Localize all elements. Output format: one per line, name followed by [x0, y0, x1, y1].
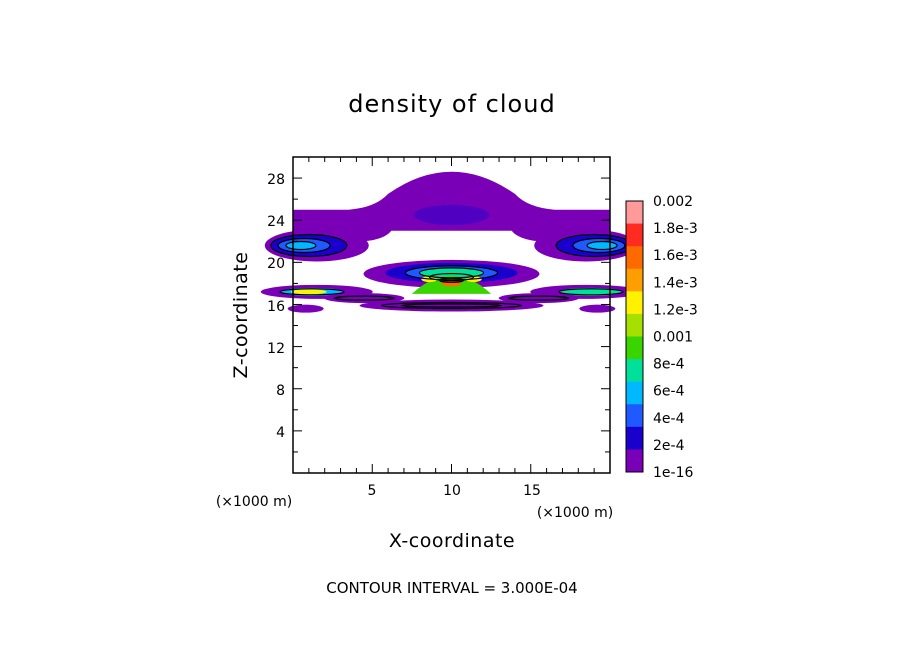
- chart-title: density of cloud: [348, 90, 555, 118]
- cloud-fill-left-layer-3: [290, 289, 327, 295]
- colorbar-labels: 0.002 1.8e-3 1.6e-3 1.4e-3 1.2e-3 0.001 8e-4 6e…: [653, 194, 698, 481]
- contour-line: [270, 233, 348, 258]
- y-tick-label: 20: [267, 256, 285, 272]
- contour-line: [428, 272, 475, 282]
- colorbar-label: 0.001: [653, 330, 693, 346]
- contour-line: [438, 277, 465, 283]
- x-unit-label-right: (×1000 m): [537, 505, 613, 521]
- contour-line: [380, 301, 523, 310]
- contour-line: [277, 237, 331, 254]
- colorbar-swatch: [626, 336, 643, 360]
- contour-interval-note: CONTOUR INTERVAL = 3.000E-04: [326, 579, 577, 597]
- colorbar-swatch: [626, 313, 643, 337]
- contour-line: [586, 240, 618, 251]
- x-tick-label: 15: [523, 483, 541, 499]
- colorbar-label: 1.4e-3: [653, 275, 698, 291]
- contour-line: [404, 265, 499, 281]
- plot-area: [260, 156, 643, 474]
- y-tick-label: 28: [267, 172, 285, 188]
- x-unit-label-left: (×1000 m): [216, 494, 292, 510]
- x-tick-label: 10: [443, 483, 461, 499]
- colorbar-label: 1.2e-3: [653, 302, 698, 318]
- contour-line: [558, 288, 624, 296]
- contour-fills: [260, 171, 643, 313]
- contour-line: [279, 288, 345, 296]
- cloud-fill-center-4: [419, 267, 484, 278]
- colorbar-swatch: [626, 268, 643, 292]
- y-tick-label: 12: [267, 341, 285, 357]
- cloud-fill-bottom-band: [287, 304, 324, 313]
- cloud-fill-bottom-band: [579, 304, 616, 313]
- colorbar-swatch: [626, 381, 643, 405]
- colorbar-swatch: [626, 201, 643, 225]
- y-tick-label: 8: [276, 383, 285, 399]
- colorbar-label: 8e-4: [653, 357, 685, 373]
- colorbar-label: 6e-4: [653, 384, 685, 400]
- cloud-fill-right-layer-2: [558, 287, 623, 296]
- contour-line: [333, 295, 395, 301]
- colorbar-swatch: [626, 291, 643, 315]
- contour-line: [285, 240, 317, 251]
- x-tick-label: 5: [368, 483, 377, 499]
- colorbar: [625, 200, 644, 473]
- colorbar-label: 4e-4: [653, 411, 685, 427]
- colorbar-label: 1e-16: [653, 465, 693, 481]
- colorbar-swatch: [626, 426, 643, 450]
- colorbar-label: 2e-4: [653, 438, 685, 454]
- contour-line: [400, 303, 503, 308]
- colorbar-label: 1.8e-3: [653, 221, 698, 237]
- colorbar-frame: [625, 200, 644, 473]
- colorbar-label: 0.002: [653, 194, 693, 210]
- cloud-fill-bottom-band: [324, 293, 405, 304]
- cloud-fill-bottom-band: [498, 293, 579, 304]
- colorbar-swatch: [626, 449, 643, 473]
- colorbar-swatch: [626, 246, 643, 270]
- contour-line: [572, 237, 626, 254]
- y-tick-label: 16: [267, 299, 285, 315]
- colorbar-swatch: [626, 223, 643, 247]
- y-tick-label: 24: [267, 214, 285, 230]
- colorbar-label: 1.6e-3: [653, 248, 698, 264]
- cloud-fill-dome-core: [413, 204, 490, 225]
- colorbar-swatch: [626, 404, 643, 428]
- axis-ticks: [293, 157, 610, 473]
- cloud-fill-upper-band: [293, 171, 610, 254]
- colorbar-swatch: [626, 359, 643, 383]
- y-axis-label: Z-coordinate: [230, 252, 252, 379]
- x-axis-label: X-coordinate: [389, 530, 515, 552]
- cloud-fill-bottom-band: [359, 299, 544, 312]
- contour-line: [508, 295, 570, 301]
- y-tick-label: 4: [276, 425, 285, 441]
